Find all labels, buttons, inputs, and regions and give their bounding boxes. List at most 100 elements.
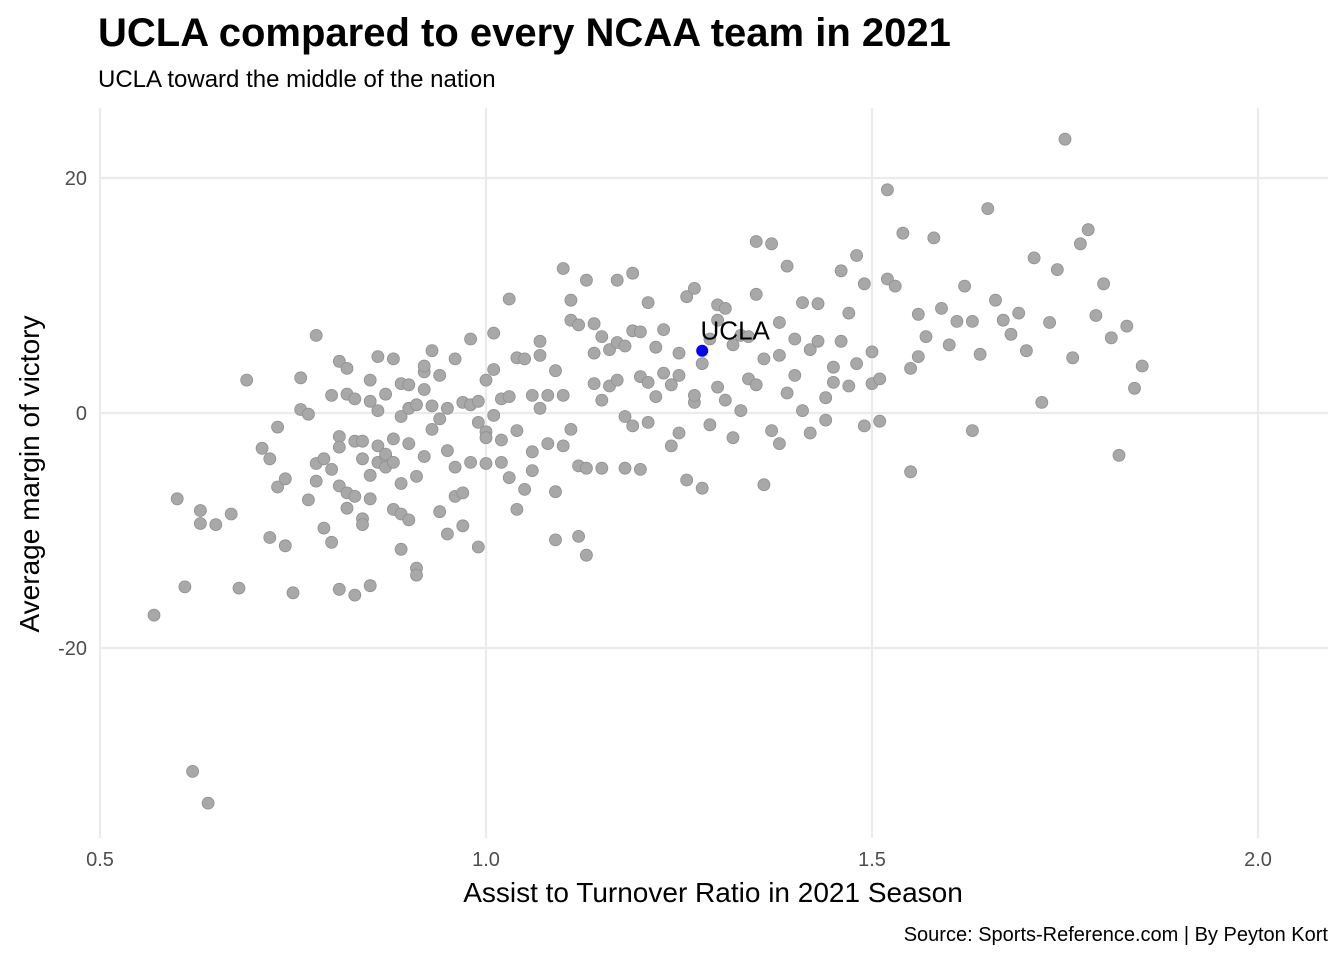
team-point [1012, 306, 1026, 320]
team-point [850, 357, 863, 371]
team-point [371, 439, 385, 453]
team-point [1027, 251, 1041, 265]
team-point [1081, 223, 1095, 237]
team-point [371, 350, 385, 364]
team-point [587, 377, 601, 391]
team-point [402, 378, 416, 392]
team-point [773, 316, 786, 329]
team-point [518, 352, 531, 366]
y-tick-label: 20 [65, 168, 87, 190]
chart-subtitle: UCLA toward the middle of the nation [98, 66, 496, 93]
team-point [340, 501, 354, 515]
team-point [417, 383, 431, 396]
team-point [448, 460, 462, 474]
team-point [494, 455, 508, 469]
team-point [649, 340, 663, 354]
team-point [440, 401, 454, 415]
team-point [587, 346, 601, 360]
team-point [634, 462, 647, 476]
team-point [371, 404, 385, 418]
team-point [170, 492, 184, 506]
team-point [549, 364, 562, 378]
team-point [541, 388, 555, 402]
team-point [595, 393, 609, 407]
team-point [672, 426, 686, 440]
team-point [664, 439, 678, 453]
team-point [425, 344, 439, 358]
team-point [688, 388, 701, 402]
team-point [525, 464, 539, 478]
team-point [1004, 327, 1018, 341]
team-point [464, 332, 478, 346]
team-point [1128, 381, 1141, 395]
team-point [309, 474, 323, 488]
team-point [479, 373, 493, 387]
team-point [549, 485, 562, 499]
team-point [749, 287, 763, 301]
team-point [271, 420, 285, 434]
team-point [742, 330, 755, 344]
team-point [935, 301, 948, 315]
team-point [610, 273, 624, 287]
team-point [572, 530, 585, 543]
team-point [989, 293, 1002, 307]
team-point [649, 390, 663, 404]
team-point [718, 393, 732, 407]
team-point [356, 452, 369, 466]
team-point [456, 486, 470, 500]
team-point [796, 404, 809, 418]
team-point [780, 259, 794, 273]
team-point [842, 379, 856, 393]
team-point [1104, 331, 1118, 345]
team-point [703, 418, 717, 432]
team-point [510, 502, 524, 516]
team-point [726, 431, 740, 445]
team-point [556, 262, 570, 275]
team-point [773, 348, 786, 362]
team-point [966, 314, 979, 328]
x-tick-labels: 0.5 1.0 1.5 2.0 [86, 849, 1272, 871]
team-point [811, 334, 825, 348]
team-point [340, 361, 354, 375]
team-point [471, 394, 485, 408]
highlight-group: UCLA [696, 316, 771, 357]
team-point [533, 401, 547, 415]
team-point [386, 432, 400, 446]
team-point [278, 539, 292, 553]
team-point [580, 548, 593, 562]
team-point [857, 419, 871, 433]
team-point [502, 292, 516, 306]
team-point [595, 461, 609, 475]
team-point [410, 469, 423, 483]
team-point [193, 517, 207, 530]
team-point [301, 493, 315, 507]
team-point [294, 371, 308, 385]
team-point [587, 317, 601, 331]
team-point [966, 424, 979, 438]
team-point [688, 281, 701, 295]
team-point [950, 314, 964, 328]
team-point [525, 445, 539, 459]
team-point [657, 323, 670, 337]
team-point [1035, 395, 1049, 409]
team-point [525, 388, 539, 402]
team-point [348, 489, 362, 503]
y-tick-label: 0 [76, 403, 87, 425]
team-point [440, 527, 454, 541]
team-point [695, 481, 709, 495]
team-point [803, 343, 817, 357]
team-point [487, 363, 501, 376]
team-point [240, 373, 254, 387]
team-point [448, 352, 462, 366]
team-point [556, 388, 570, 402]
team-point [502, 390, 516, 404]
team-point [1050, 263, 1064, 277]
x-tick-label: 1.0 [472, 849, 500, 871]
team-point [348, 392, 362, 406]
team-point [996, 313, 1010, 327]
team-point [911, 350, 925, 364]
team-point [580, 273, 593, 287]
team-point [425, 399, 439, 413]
ucla-label: UCLA [701, 316, 771, 346]
